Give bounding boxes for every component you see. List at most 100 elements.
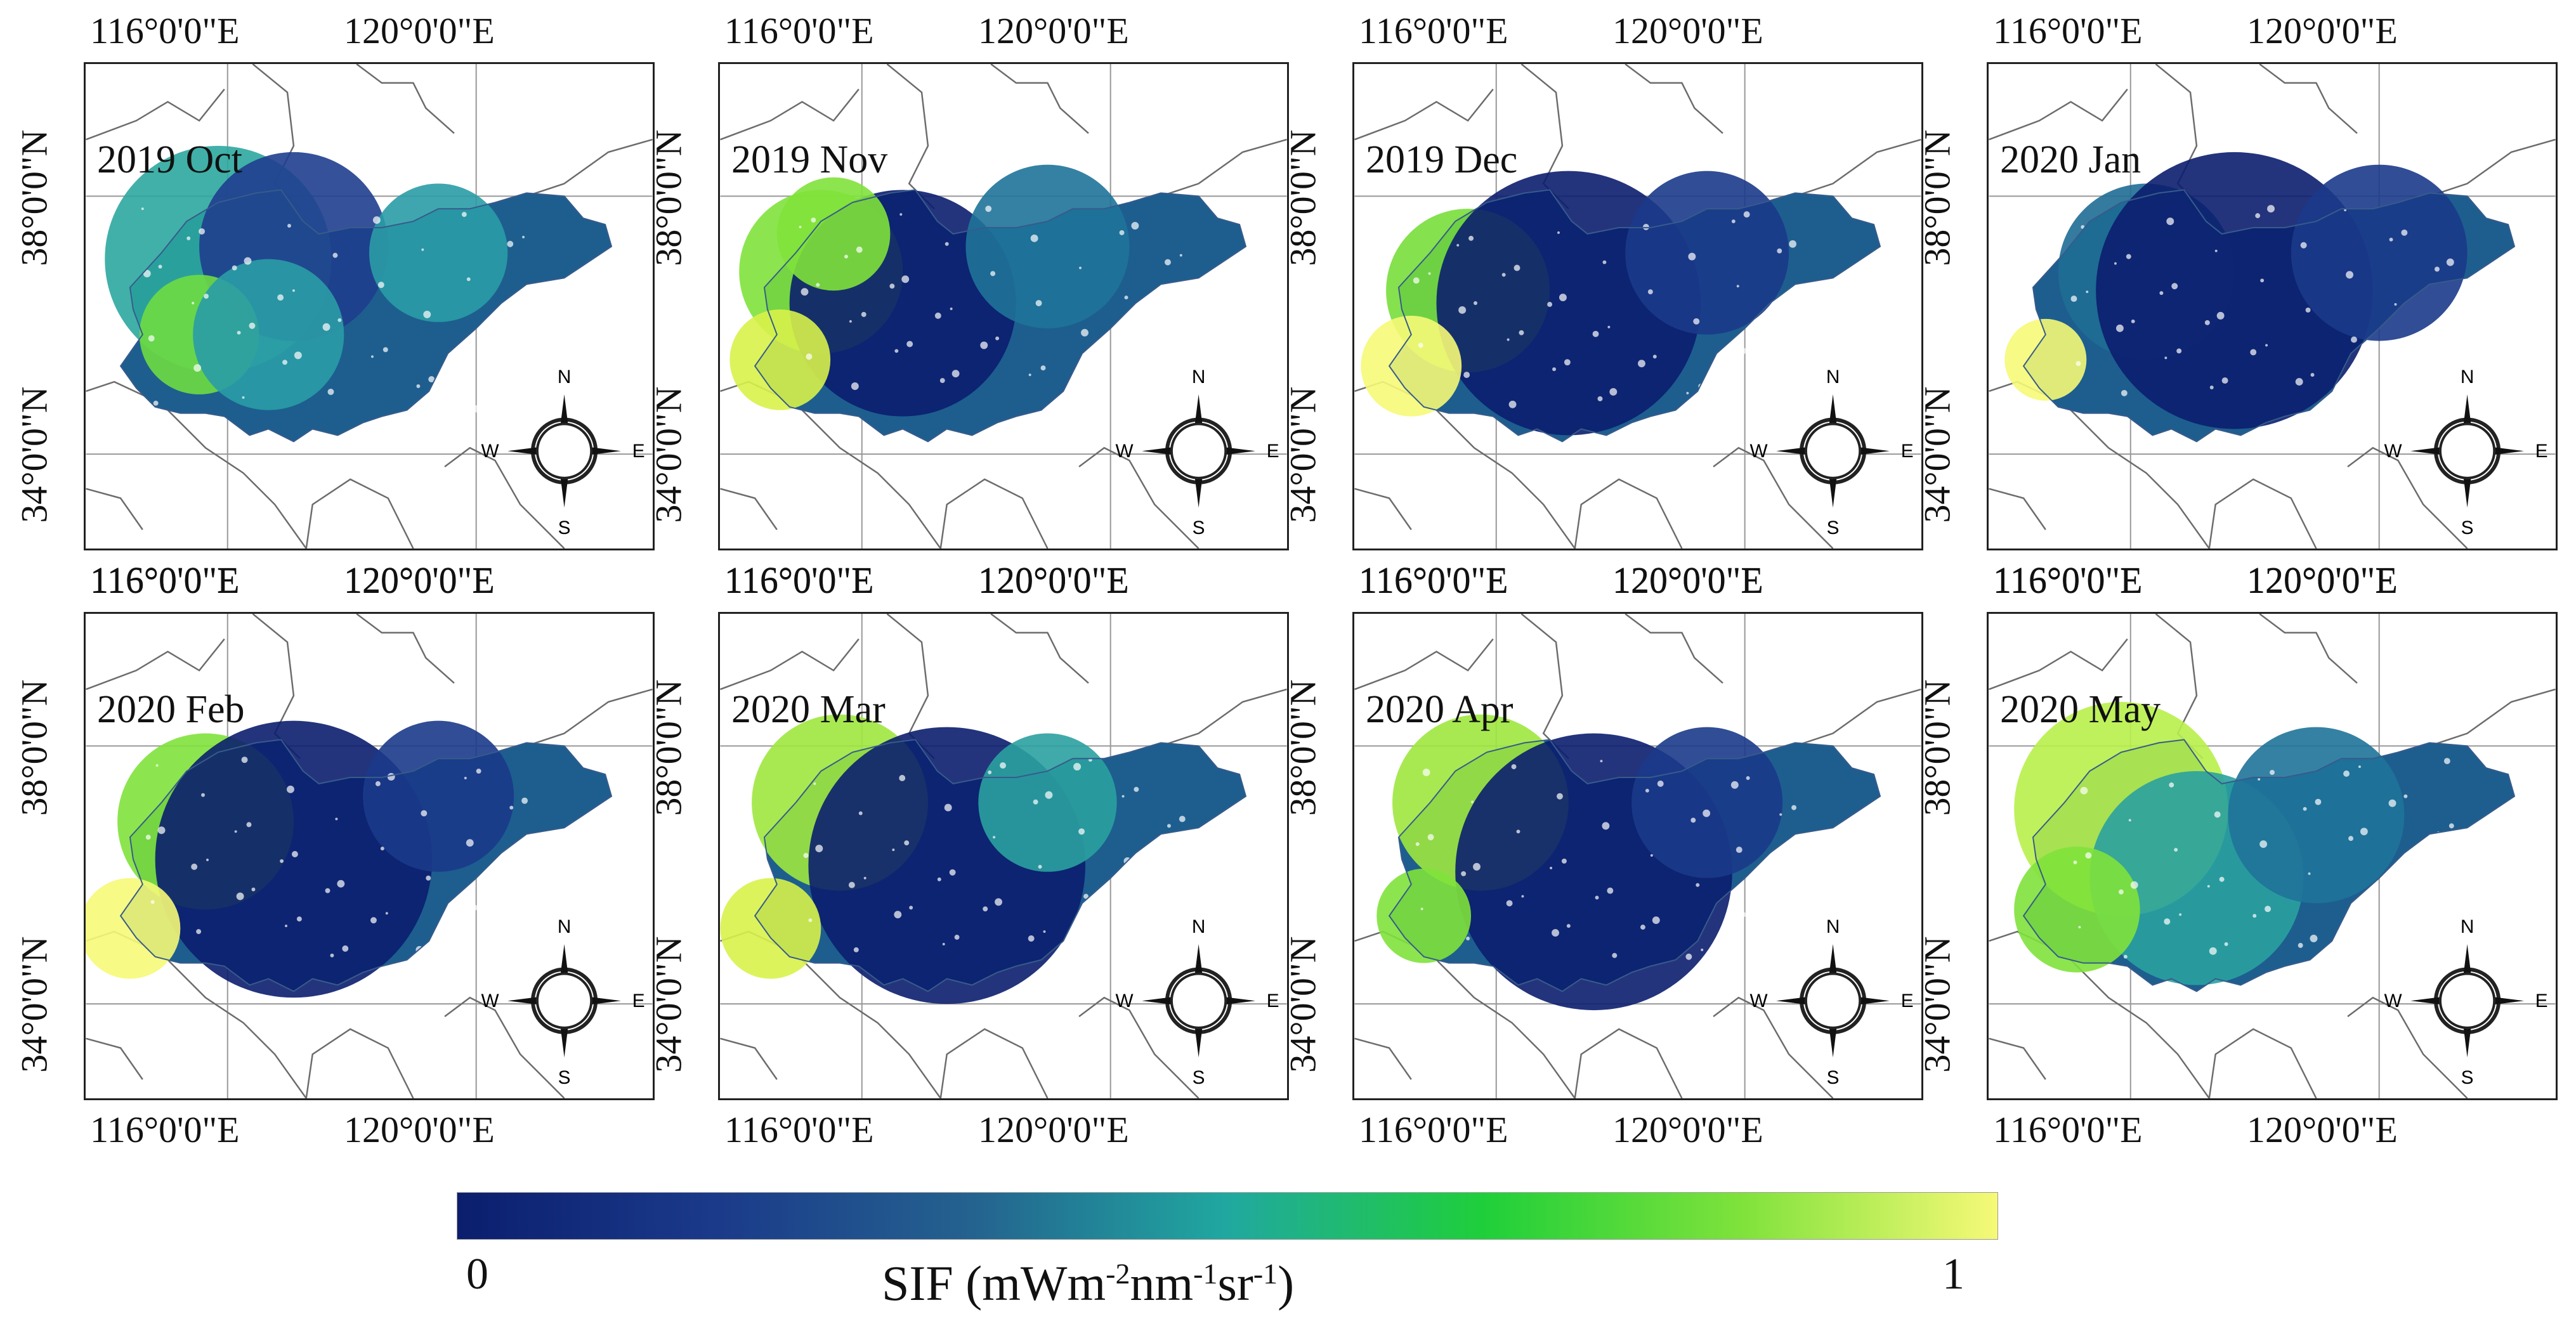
heat-patch — [808, 727, 1085, 1004]
heat-patch — [199, 152, 388, 341]
compass-s-label: S — [558, 1067, 571, 1088]
study-region-heatmap — [1361, 171, 1881, 443]
map-canvas: N S W E — [86, 64, 653, 549]
map-canvas: N S W E — [86, 614, 653, 1098]
longitude-label-bottom-west: 116°0'0"E — [1359, 559, 1508, 601]
heat-speckles — [2073, 758, 2454, 959]
heat-speckles — [1413, 207, 1797, 408]
compass-s-label: S — [1827, 1067, 1840, 1088]
longitude-label-bottom-west: 116°0'0"E — [90, 559, 240, 601]
legend-title-main: SIF (mWm — [882, 1256, 1106, 1311]
heat-patch — [789, 190, 1016, 417]
heat-patch — [193, 259, 344, 410]
heat-speckles — [145, 757, 528, 958]
longitude-label-bottom-east: 120°0'0"E — [978, 1109, 1129, 1150]
map-panel: N S W E 2020 Apr — [1352, 612, 1923, 1100]
panel-label: 2019 Oct — [97, 138, 243, 181]
legend-title-mid1: nm — [1130, 1256, 1194, 1311]
compass-n-label: N — [558, 916, 572, 937]
graticule — [720, 64, 1287, 549]
compass-e-label: E — [2535, 991, 2548, 1011]
province-borders — [86, 614, 653, 1098]
legend-title-end: ) — [1278, 1256, 1295, 1311]
latitude-label-lower: 34°0'0"N — [1282, 386, 1324, 523]
latitude-label-lower: 34°0'0"N — [648, 936, 690, 1073]
compass-s-label: S — [2461, 1067, 2474, 1088]
longitude-label-top-west: 116°0'0"E — [90, 10, 240, 51]
map-panel: N S W E 2020 Feb — [84, 612, 655, 1100]
compass-w-label: W — [2384, 441, 2402, 462]
map-panel: N S W E 2020 Mar — [718, 612, 1289, 1100]
heat-patch — [1625, 171, 1789, 335]
compass-e-label: E — [632, 441, 645, 462]
longitude-label-top-east: 120°0'0"E — [2247, 10, 2398, 51]
compass-n-label: N — [2461, 916, 2475, 937]
legend-title-sup1: -2 — [1106, 1257, 1130, 1290]
heat-speckles — [141, 207, 525, 413]
heat-patch — [739, 190, 903, 354]
compass-w-label: W — [1749, 441, 1767, 462]
latitude-label-upper: 38°0'0"N — [13, 679, 55, 816]
province-borders — [720, 614, 1287, 1098]
heat-patch — [2291, 164, 2468, 341]
longitude-label-top-west: 116°0'0"E — [1993, 10, 2143, 51]
legend-title-sup3: -1 — [1253, 1257, 1278, 1290]
compass-e-label: E — [1901, 991, 1914, 1011]
longitude-label-bottom-west: 116°0'0"E — [724, 559, 874, 601]
graticule — [1989, 614, 2556, 1098]
study-region-heatmap — [105, 145, 613, 443]
longitude-label-bottom-east: 120°0'0"E — [1612, 559, 1763, 601]
heat-patch — [965, 164, 1130, 328]
heat-patch — [1436, 171, 1701, 436]
compass-s-label: S — [1193, 1067, 1205, 1088]
study-region-heatmap — [729, 164, 1247, 443]
map-panel: N S W E 2019 Oct — [84, 62, 655, 550]
compass-icon: N S W E — [481, 367, 644, 538]
map-canvas: N S W E — [1354, 64, 1921, 549]
longitude-label-top-east: 120°0'0"E — [2247, 560, 2398, 601]
compass-icon: N S W E — [1749, 916, 1913, 1088]
longitude-label-bottom-east: 120°0'0"E — [2247, 559, 2398, 601]
latitude-label-lower: 34°0'0"N — [13, 386, 55, 523]
longitude-label-top-west: 116°0'0"E — [1993, 560, 2143, 601]
heat-patch — [1386, 209, 1550, 373]
heat-patch — [155, 720, 433, 998]
heat-patch — [1455, 733, 1732, 1011]
longitude-label-bottom-east: 120°0'0"E — [978, 559, 1129, 601]
study-region-heatmap — [720, 714, 1247, 1004]
map-canvas: N S W E — [1989, 614, 2556, 1098]
longitude-label-bottom-west: 116°0'0"E — [90, 1109, 240, 1150]
latitude-label-lower: 34°0'0"N — [1916, 386, 1958, 523]
study-region-heatmap — [2014, 701, 2516, 992]
graticule — [1989, 64, 2556, 549]
heat-speckles — [2070, 205, 2454, 407]
longitude-label-top-east: 120°0'0"E — [978, 560, 1129, 601]
legend-max-label: 1 — [1942, 1250, 1965, 1299]
compass-n-label: N — [2461, 367, 2475, 387]
panel-label: 2019 Nov — [731, 138, 888, 181]
compass-s-label: S — [2461, 517, 2474, 538]
compass-n-label: N — [1192, 367, 1206, 387]
graticule — [86, 614, 653, 1098]
compass-w-label: W — [481, 441, 499, 462]
longitude-label-bottom-west: 116°0'0"E — [724, 1109, 874, 1150]
compass-w-label: W — [481, 991, 499, 1011]
heat-patch — [2058, 183, 2235, 360]
latitude-label-upper: 38°0'0"N — [1916, 129, 1958, 266]
graticule — [1354, 614, 1921, 1098]
longitude-label-top-east: 120°0'0"E — [978, 10, 1129, 51]
province-borders — [86, 64, 653, 549]
province-borders — [1989, 64, 2556, 549]
longitude-label-top-west: 116°0'0"E — [90, 560, 240, 601]
compass-e-label: E — [2535, 441, 2548, 462]
compass-icon: N S W E — [1115, 916, 1279, 1088]
map-canvas: N S W E — [1989, 64, 2556, 549]
heat-speckles — [799, 205, 1182, 406]
compass-n-label: N — [558, 367, 572, 387]
compass-w-label: W — [1115, 441, 1133, 462]
compass-icon: N S W E — [2384, 916, 2547, 1088]
compass-s-label: S — [558, 517, 571, 538]
panel-label: 2020 May — [2000, 688, 2161, 731]
graticule — [86, 64, 653, 549]
heat-patch — [2014, 701, 2228, 916]
